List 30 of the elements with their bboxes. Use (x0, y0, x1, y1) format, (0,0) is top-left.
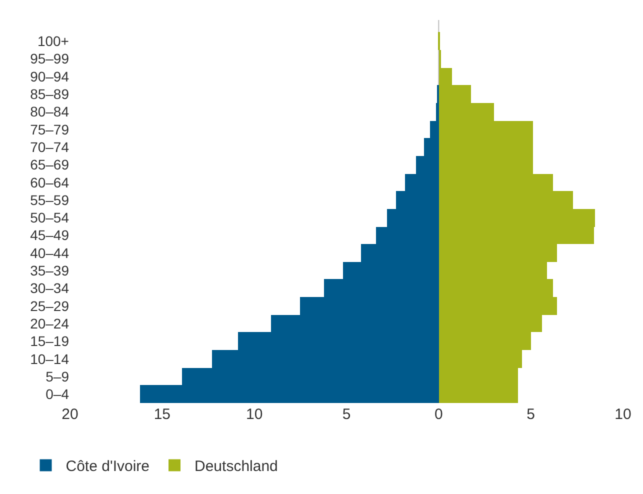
x-tick-label: 5 (342, 406, 351, 423)
y-tick-label: 100+ (37, 33, 69, 50)
y-tick-label: 0–4 (46, 386, 70, 402)
y-tick-label: 30–34 (30, 280, 70, 296)
y-tick-label: 25–29 (30, 298, 70, 314)
y-tick-label: 10–14 (30, 350, 70, 367)
x-tick-label: 10 (614, 406, 632, 423)
y-tick-label: 90–94 (30, 68, 70, 84)
x-tick-label: 5 (526, 406, 535, 423)
y-tick-label: 75–79 (30, 121, 70, 138)
y-tick-label: 85–89 (30, 86, 70, 102)
y-tick-label: 70–74 (30, 138, 70, 155)
y-tick-label: 80–84 (30, 104, 70, 120)
y-tick-label: 35–39 (30, 262, 70, 279)
x-tick-label: 10 (246, 406, 263, 423)
y-tick-label: 95–99 (30, 50, 70, 67)
y-tick-label: 45–49 (30, 227, 70, 244)
x-tick-label: 0 (434, 406, 443, 423)
y-tick-label: 15–19 (30, 333, 70, 350)
y-tick-label: 60–64 (30, 174, 70, 190)
y-tick-label: 55–59 (30, 192, 70, 208)
y-tick-label: 5–9 (46, 368, 70, 384)
y-tick-label: 65–69 (30, 156, 70, 173)
legend-label: Deutschland (194, 458, 278, 476)
y-tick-label: 20–24 (30, 315, 70, 332)
y-tick-label: 50–54 (30, 210, 70, 226)
x-tick-label: 15 (154, 406, 171, 423)
legend-label: Côte d'Ivoire (66, 458, 150, 476)
x-tick-label: 20 (62, 406, 78, 423)
y-tick-label: 40–44 (30, 244, 70, 261)
